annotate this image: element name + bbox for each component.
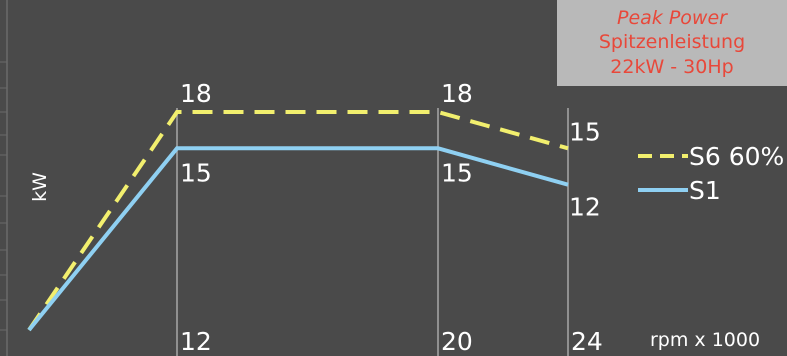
data-label-1-2: 12: [569, 193, 601, 222]
peak-power-value: 22kW - 30Hp: [610, 56, 734, 78]
x-tick-label-12: 12: [180, 327, 212, 356]
data-label-1-0: 15: [180, 158, 212, 187]
data-label-1-1: 15: [441, 158, 473, 187]
peak-power-subtitle: Spitzenleistung: [598, 31, 746, 53]
legend-label-0: S6 60%: [689, 142, 784, 171]
y-axis-label: kW: [29, 172, 51, 202]
series-line-0: [27, 110, 569, 332]
data-label-0-2: 15: [569, 117, 601, 146]
x-tick-label-20: 20: [441, 327, 473, 356]
data-label-0-1: 18: [441, 79, 473, 108]
legend-label-1: S1: [689, 176, 721, 205]
peak-power-box: Peak Power Spitzenleistung 22kW - 30Hp: [557, 0, 787, 86]
series-line-1: [27, 146, 569, 332]
x-tick-label-24: 24: [571, 327, 603, 356]
data-label-0-0: 18: [180, 79, 212, 108]
x-axis-label: rpm x 1000: [650, 329, 760, 351]
peak-power-title: Peak Power: [617, 7, 727, 29]
